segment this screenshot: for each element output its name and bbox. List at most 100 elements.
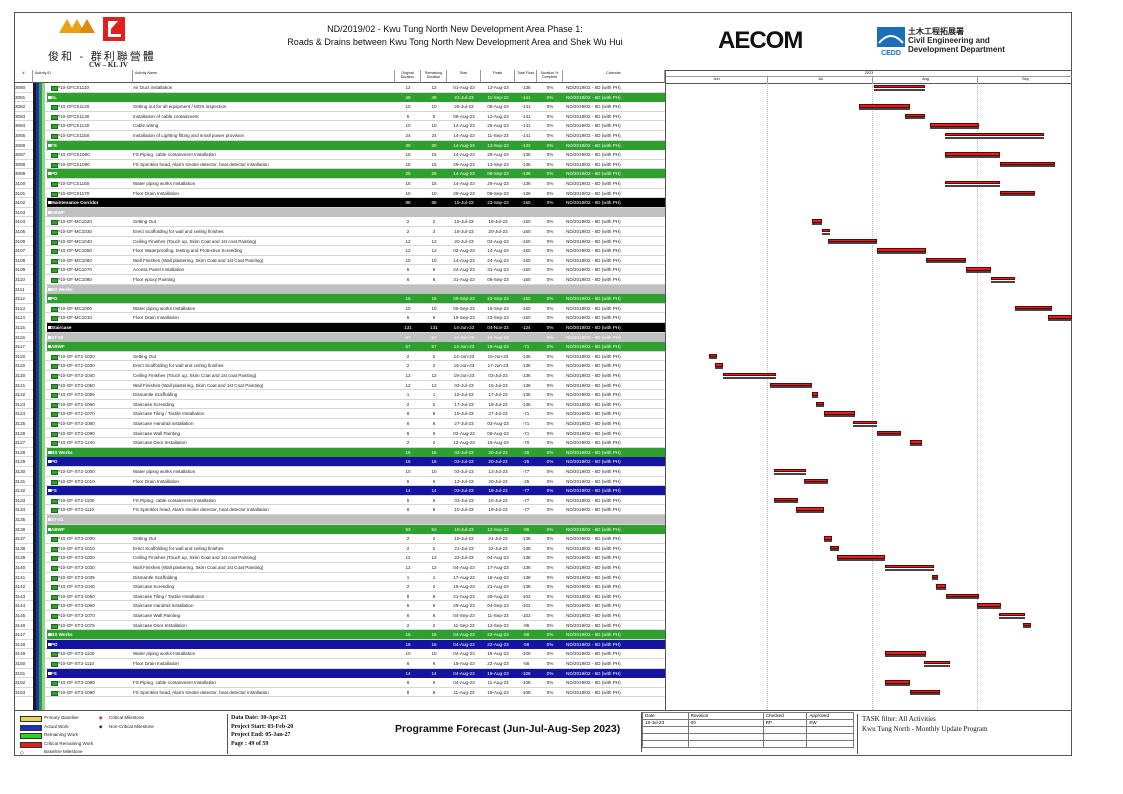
- critical-bar[interactable]: [836, 555, 886, 559]
- table-row[interactable]: 3134 P10-GF-ST2-1110 FS Sprinkler head, Al…: [15, 505, 665, 515]
- critical-bar[interactable]: [885, 565, 934, 569]
- critical-bar[interactable]: [828, 238, 878, 242]
- table-row[interactable]: 3146 P10-GF-ST3-1075 Staircase Door Instal…: [15, 620, 665, 631]
- wbs-group-row[interactable]: 3116 ST-02 57 57 14-Jun-23 15-Aug-23 0% ND/2019…: [15, 332, 665, 343]
- table-row[interactable]: 3109 P10-GF-MC1070 Access Panel Installati…: [15, 265, 665, 275]
- critical-bar[interactable]: [773, 469, 807, 473]
- critical-bar[interactable]: [931, 574, 938, 578]
- table-row[interactable]: 3123 P10-GF-ST2-1060 Staircase Screeding 2 2…: [15, 399, 665, 410]
- table-row[interactable]: 3087 P10-GFCS1080 FS Piping, cable contain…: [15, 150, 665, 160]
- wbs-group-row[interactable]: 3089 PD 25 25 14-Aug-23 08-Sep-23 -136 0% ND/201…: [15, 169, 665, 179]
- critical-bar[interactable]: [874, 85, 926, 89]
- critical-bar[interactable]: [966, 267, 991, 271]
- wbs-group-row[interactable]: 3148 PD 16 16 04-Aug-23 22-Aug-23 -56 0% ND/2019…: [15, 639, 665, 650]
- critical-bar[interactable]: [1047, 315, 1072, 319]
- critical-bar[interactable]: [946, 593, 979, 598]
- table-row[interactable]: 3130 P10-GF-ST2-1000 Water piping works In…: [15, 467, 665, 477]
- table-row[interactable]: 3105 P10-GF-MC1030 Erect Scaffolding for w…: [15, 227, 665, 237]
- table-row[interactable]: 3144 P10-GF-ST3-1060 Staircase Handrail in…: [15, 601, 665, 611]
- table-row[interactable]: 3108 P10-GF-MC1060 Wall Finishes (Wall pla…: [15, 255, 665, 266]
- critical-bar[interactable]: [885, 680, 910, 684]
- critical-bar[interactable]: [990, 277, 1016, 281]
- table-row[interactable]: 3153 P10-GF-ST3-1090 FS Sprinkler head, Al…: [15, 687, 665, 698]
- critical-bar[interactable]: [935, 584, 947, 588]
- table-row[interactable]: 3137 P10-GF-ST3-1000 Setting Out 2 2 19-Jul-2…: [15, 534, 665, 544]
- table-row[interactable]: 3118 P10-GF-ST2-1020 Setting Out 2 2 14-Jun-2…: [15, 351, 665, 362]
- critical-bar[interactable]: [944, 133, 1044, 137]
- wbs-group-row[interactable]: 3135 ST-03: [15, 515, 665, 525]
- table-row[interactable]: 3085 P10-GFCS1150 Installation of Lighting…: [15, 131, 665, 141]
- table-row[interactable]: 3113 P10-GF-MC1000 Water piping works Inst…: [15, 303, 665, 314]
- table-row[interactable]: 3088 P10-GFCS1090 FS Sprinkler head, Alarm…: [15, 159, 665, 170]
- critical-bar[interactable]: [925, 257, 967, 262]
- critical-bar[interactable]: [885, 651, 926, 655]
- critical-bar[interactable]: [773, 497, 798, 502]
- table-row[interactable]: 3133 P10-GF-ST2-1100 FS Piping, cable cont…: [15, 495, 665, 506]
- critical-bar[interactable]: [852, 421, 878, 425]
- critical-bar[interactable]: [999, 190, 1036, 194]
- table-row[interactable]: 3106 P10-GF-MC1040 Ceiling Finishes (Touch…: [15, 236, 665, 247]
- table-row[interactable]: 3119 P10-GF-ST2-1030 Erect Scaffolding for…: [15, 361, 665, 371]
- table-row[interactable]: 3131 P10-GF-ST2-1010 Floor Drain Installat…: [15, 476, 665, 487]
- critical-bar[interactable]: [877, 248, 926, 252]
- wbs-group-row[interactable]: 3081 EL 49 49 21-Jul-23 11-Sep-23 -141 0% ND/201…: [15, 92, 665, 103]
- critical-bar[interactable]: [877, 430, 902, 434]
- table-row[interactable]: 3126 P10-GF-ST2-1090 Staircase Wall Painti…: [15, 428, 665, 439]
- table-row[interactable]: 3121 P10-GF-ST2-1050 Wall Finishes (Wall p…: [15, 380, 665, 391]
- critical-bar[interactable]: [714, 363, 723, 367]
- table-row[interactable]: 3138 P10-GF-ST3-1010 Erect Scaffolding for…: [15, 543, 665, 554]
- table-row[interactable]: 3120 P10-GF-ST2-1040 Ceiling Finishes (Tou…: [15, 371, 665, 381]
- critical-bar[interactable]: [824, 411, 855, 415]
- wbs-group-row[interactable]: 3115 Staircase 131 131 14-Jun-23 04-Nov-23 -12…: [15, 323, 665, 333]
- wbs-group-row[interactable]: 3102 Maintenance Corridor 88 88 15-Jul-23 23-…: [15, 198, 665, 208]
- table-row[interactable]: 3141 P10-GF-ST3-1035 Dismantle Scaffolding…: [15, 572, 665, 583]
- critical-bar[interactable]: [722, 373, 776, 377]
- table-row[interactable]: 3083 P10-GFCS1130 Installation of cable co…: [15, 111, 665, 122]
- table-row[interactable]: 3142 P10-GF-ST3-1040 Staircase Screeding 2 2…: [15, 582, 665, 592]
- table-row[interactable]: 3145 P10-GF-ST3-1070 Staircase Wall Painti…: [15, 611, 665, 621]
- critical-bar[interactable]: [909, 440, 922, 444]
- table-row[interactable]: 3149 P10-GF-ST3-1100 Water piping works In…: [15, 649, 665, 659]
- critical-bar[interactable]: [944, 181, 1000, 185]
- table-row[interactable]: 3143 P10-GF-ST3-1050 Staircase Tiling / Ta…: [15, 591, 665, 602]
- critical-bar[interactable]: [812, 219, 823, 223]
- critical-bar[interactable]: [976, 603, 1001, 607]
- critical-bar[interactable]: [816, 401, 825, 406]
- wbs-group-row[interactable]: 3136 ABWF 53 53 19-Jul-23 12-Sep-23 -95 0% ND/20…: [15, 524, 665, 535]
- table-row[interactable]: 3122 P10-GF-ST2-1055 Dismantle Scaffolding…: [15, 390, 665, 400]
- wbs-group-row[interactable]: 3129 PD 16 16 03-Jul-23 20-Jul-23 -25 0% ND/2019…: [15, 457, 665, 467]
- table-row[interactable]: 3139 P10-GF-ST3-1020 Ceiling Finishes (Tou…: [15, 553, 665, 563]
- table-row[interactable]: 3080 P10-GFCS1110 Air Duct installation 12 1…: [15, 83, 665, 93]
- critical-bar[interactable]: [999, 161, 1055, 166]
- critical-bar[interactable]: [1023, 622, 1032, 626]
- critical-bar[interactable]: [824, 536, 833, 540]
- critical-bar[interactable]: [923, 661, 951, 665]
- critical-bar[interactable]: [1015, 305, 1052, 310]
- critical-bar[interactable]: [929, 123, 979, 127]
- table-row[interactable]: 3107 P10-GF-MC1050 Floor Waterproofing, te…: [15, 246, 665, 256]
- table-row[interactable]: 3100 P10-GFCS1160 Water piping works Insta…: [15, 179, 665, 189]
- table-row[interactable]: 3124 P10-GF-ST2-1070 Staircase Tiling / Ta…: [15, 409, 665, 419]
- critical-bar[interactable]: [795, 507, 825, 511]
- wbs-group-row[interactable]: 3103 ABWF: [15, 207, 665, 218]
- critical-bar[interactable]: [904, 113, 926, 118]
- wbs-group-row[interactable]: 3132 FS 14 14 03-Jul-23 19-Jul-23 -77 0% ND/2019…: [15, 486, 665, 496]
- critical-bar[interactable]: [804, 478, 829, 482]
- table-row[interactable]: 3152 P10-GF-ST3-1080 FS Piping, cable cont…: [15, 678, 665, 688]
- wbs-group-row[interactable]: 3147 BS Works 16 16 04-Aug-23 22-Aug-23 -56 0% N…: [15, 630, 665, 640]
- wbs-group-row[interactable]: 3151 FS 14 14 04-Aug-23 19-Aug-23 -108 0% ND/201…: [15, 668, 665, 679]
- table-row[interactable]: 3125 P10-GF-ST2-1080 Staircase Handrail in…: [15, 419, 665, 429]
- table-row[interactable]: 3150 P10-GF-ST3-1110 Floor Drain Installat…: [15, 659, 665, 669]
- critical-bar[interactable]: [812, 392, 819, 396]
- critical-bar[interactable]: [769, 382, 813, 386]
- critical-bar[interactable]: [998, 613, 1026, 617]
- critical-bar[interactable]: [822, 229, 831, 233]
- table-row[interactable]: 3082 P10-GFCS1120 Setting out for all equi…: [15, 102, 665, 112]
- wbs-group-row[interactable]: 3111 BS Works: [15, 284, 665, 295]
- critical-bar[interactable]: [830, 545, 839, 550]
- wbs-group-row[interactable]: 3128 BS Works 16 16 03-Jul-23 20-Jul-23 -25 0% N…: [15, 447, 665, 458]
- table-row[interactable]: 3110 P10-GF-MC1080 Floor epoxy Painting 6 6 3…: [15, 275, 665, 285]
- wbs-group-row[interactable]: 3086 FS 30 30 14-Aug-23 13-Sep-23 -132 0% ND/201…: [15, 140, 665, 151]
- table-row[interactable]: 3104 P10-GF-MC1020 Setting Out 2 2 15-Jul-23 1…: [15, 217, 665, 227]
- table-row[interactable]: 3140 P10-GF-ST3-1030 Wall Finishes (Wall p…: [15, 563, 665, 573]
